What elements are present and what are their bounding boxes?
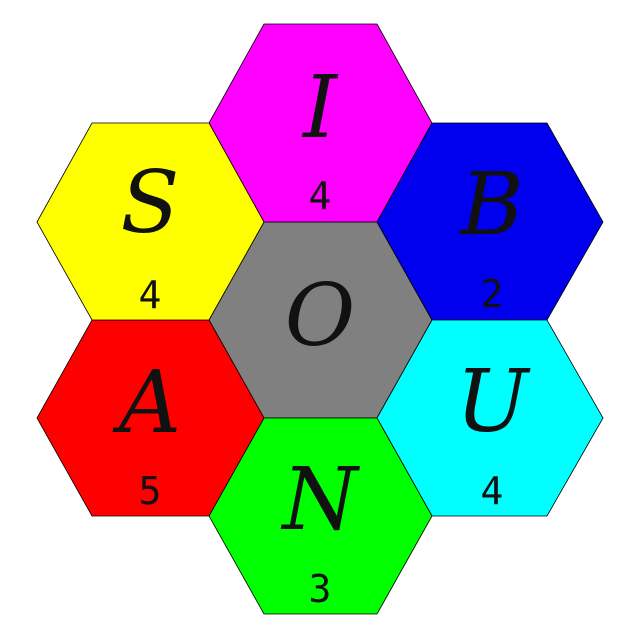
hex-upper-left-tile[interactable]	[36, 122, 265, 321]
